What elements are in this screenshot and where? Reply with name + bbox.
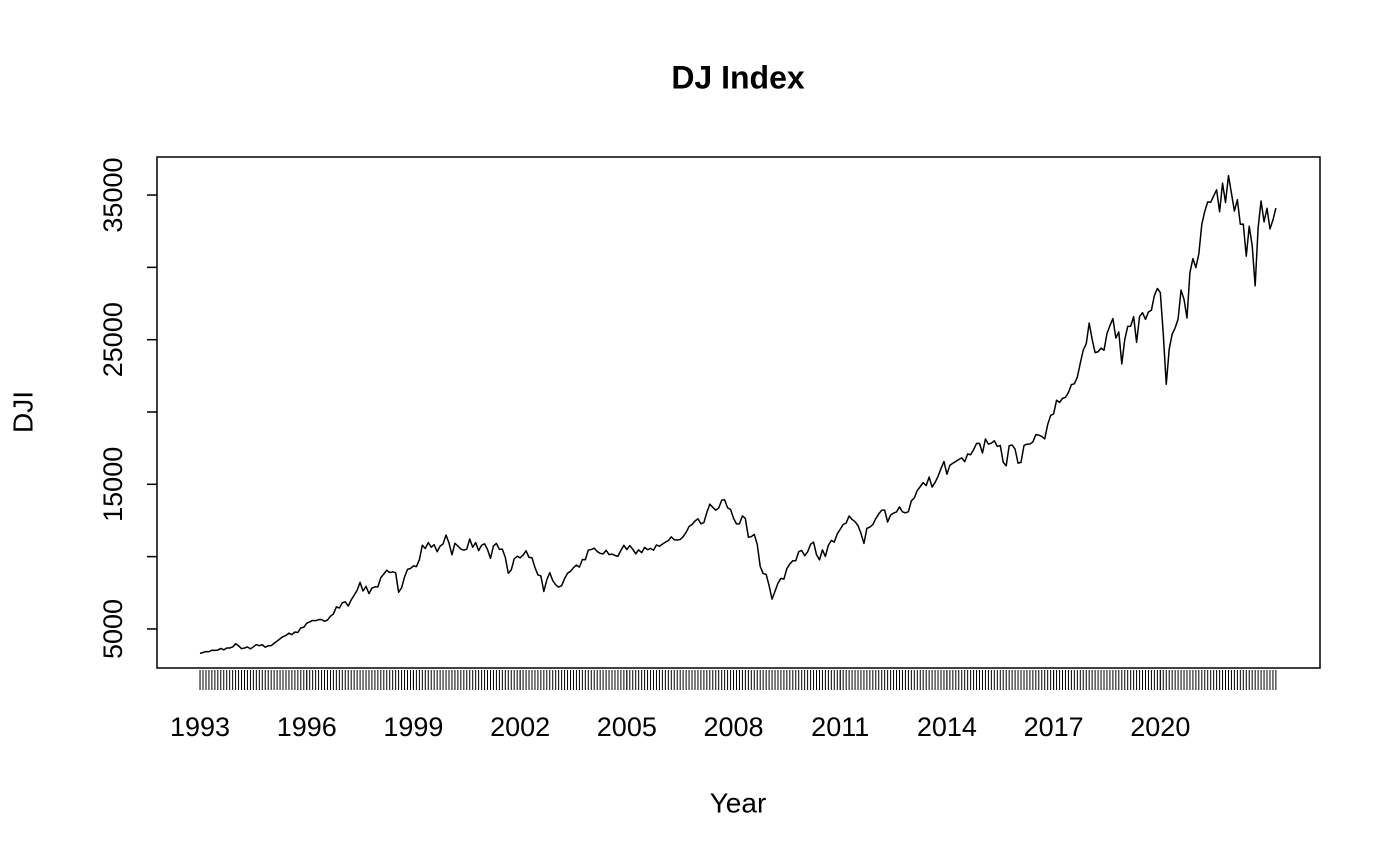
x-tick-label: 2020 [1130,712,1190,742]
chart-title: DJ Index [671,59,805,95]
x-axis-label: Year [710,787,767,818]
x-tick-label: 1999 [383,712,443,742]
x-tick-label: 2011 [811,712,869,742]
y-tick-label: 5000 [98,599,128,659]
x-tick-label: 2005 [597,712,657,742]
x-tick-label: 2002 [490,712,550,742]
data-line [199,174,1277,655]
x-tick-label: 2017 [1024,712,1084,742]
plot-box [156,156,1321,669]
x-tick-label: 1996 [277,712,337,742]
y-axis-label: DJI [7,391,38,433]
y-tick-label: 15000 [98,447,128,522]
x-tick-label: 1993 [170,712,230,742]
x-tick-label: 2014 [917,712,977,742]
y-tick-label: 25000 [98,302,128,377]
y-tick-label: 35000 [98,157,128,232]
x-tick-label: 2008 [703,712,763,742]
